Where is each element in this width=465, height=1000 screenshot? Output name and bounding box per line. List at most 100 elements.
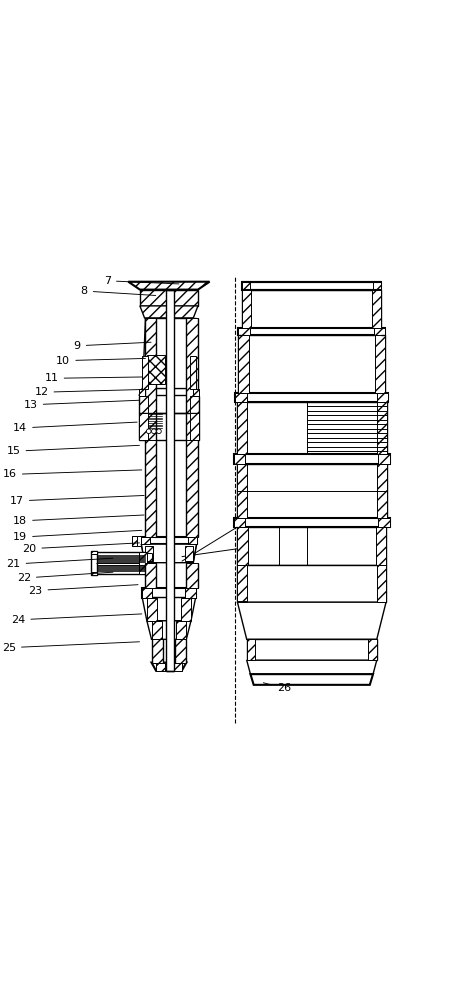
Bar — [91, 551, 97, 554]
Bar — [368, 639, 377, 660]
Polygon shape — [238, 527, 386, 565]
Circle shape — [146, 429, 151, 434]
Polygon shape — [142, 598, 196, 621]
Bar — [239, 328, 250, 335]
Bar — [373, 282, 381, 290]
Bar — [377, 393, 388, 402]
Bar — [377, 402, 387, 454]
Polygon shape — [242, 282, 381, 290]
Bar — [372, 290, 381, 328]
Polygon shape — [140, 306, 198, 318]
Polygon shape — [239, 328, 385, 335]
Text: 9: 9 — [73, 341, 151, 351]
Bar — [247, 639, 255, 660]
Bar — [186, 588, 196, 598]
Text: 8: 8 — [80, 286, 156, 296]
Bar — [147, 355, 166, 384]
Polygon shape — [141, 544, 197, 563]
Bar — [377, 464, 387, 518]
Bar — [234, 518, 246, 527]
Bar — [238, 565, 247, 602]
Text: 25: 25 — [2, 642, 140, 653]
Bar — [139, 552, 147, 574]
Bar — [139, 396, 148, 413]
Bar — [375, 335, 385, 393]
Bar — [145, 563, 156, 588]
Polygon shape — [242, 290, 381, 328]
Bar — [139, 413, 148, 440]
Polygon shape — [234, 454, 390, 464]
Polygon shape — [237, 402, 387, 454]
Text: 24: 24 — [11, 614, 142, 625]
Text: 16: 16 — [3, 469, 142, 479]
Bar — [132, 536, 137, 546]
Polygon shape — [128, 282, 210, 290]
Polygon shape — [234, 518, 390, 527]
Polygon shape — [247, 660, 377, 674]
Bar — [237, 402, 247, 454]
Bar — [378, 454, 390, 464]
Bar — [190, 396, 199, 413]
Polygon shape — [147, 621, 191, 639]
Polygon shape — [235, 393, 388, 402]
Bar — [237, 464, 247, 518]
Bar — [186, 318, 198, 440]
Polygon shape — [251, 674, 373, 685]
Bar — [376, 527, 386, 565]
Polygon shape — [247, 639, 377, 660]
Text: 10: 10 — [56, 356, 146, 366]
Polygon shape — [238, 565, 386, 602]
Text: 26: 26 — [263, 683, 291, 693]
Bar — [239, 335, 249, 393]
Bar — [242, 290, 252, 328]
Bar — [186, 440, 198, 537]
Bar — [377, 565, 386, 602]
Bar — [235, 393, 247, 402]
Bar — [142, 356, 148, 389]
Bar — [181, 598, 191, 621]
Bar — [190, 413, 199, 440]
Polygon shape — [96, 552, 147, 574]
Bar — [145, 546, 153, 561]
Text: 12: 12 — [34, 387, 141, 397]
Bar — [185, 546, 193, 561]
Bar — [141, 537, 150, 544]
Bar — [186, 563, 198, 588]
Bar — [166, 290, 174, 671]
Bar — [175, 639, 186, 663]
Polygon shape — [237, 464, 387, 518]
Polygon shape — [142, 318, 196, 389]
Bar — [193, 389, 199, 396]
Text: 20: 20 — [22, 543, 140, 554]
Polygon shape — [142, 588, 196, 598]
Bar — [156, 663, 166, 671]
Text: 15: 15 — [7, 445, 139, 456]
Text: 19: 19 — [13, 530, 142, 542]
Text: 21: 21 — [7, 558, 113, 569]
Polygon shape — [238, 602, 386, 639]
Bar — [378, 518, 390, 527]
Bar — [176, 621, 186, 639]
Text: 13: 13 — [24, 400, 139, 410]
Bar — [373, 328, 385, 335]
Bar — [91, 551, 97, 575]
Text: 14: 14 — [13, 422, 137, 433]
Bar — [234, 454, 246, 464]
Text: 17: 17 — [10, 495, 144, 506]
Polygon shape — [152, 663, 186, 671]
Text: 11: 11 — [45, 373, 143, 383]
Bar — [238, 527, 248, 565]
Text: 18: 18 — [13, 515, 144, 526]
Bar — [188, 537, 197, 544]
Bar — [173, 663, 182, 671]
Polygon shape — [140, 290, 198, 306]
Bar — [145, 440, 156, 537]
Circle shape — [152, 429, 156, 434]
Bar — [147, 598, 157, 621]
Bar — [152, 639, 163, 663]
Polygon shape — [132, 536, 141, 546]
Bar — [152, 621, 162, 639]
Text: 7: 7 — [104, 276, 179, 286]
Bar — [242, 282, 251, 290]
Bar — [91, 572, 97, 575]
